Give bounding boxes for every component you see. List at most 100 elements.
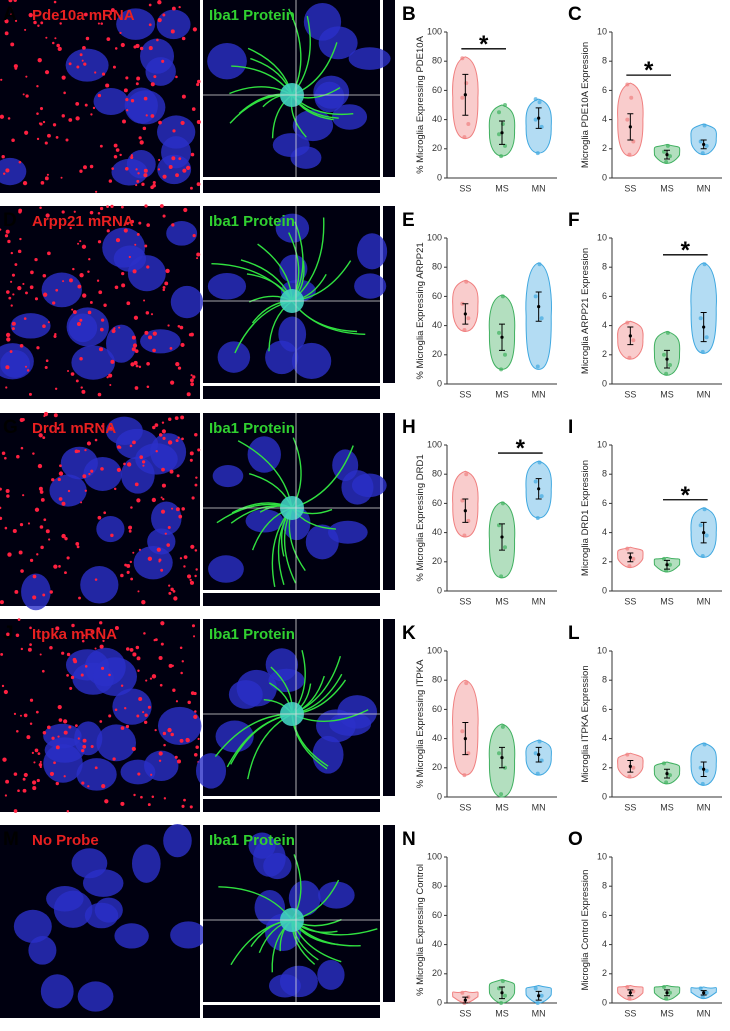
mrna-dot (27, 522, 31, 525)
nucleus (102, 227, 146, 268)
mrna-dot (82, 634, 86, 637)
panel-letter: G (3, 417, 18, 438)
mrna-dot (147, 705, 151, 709)
mrna-dot (135, 364, 139, 368)
nucleus (170, 285, 204, 319)
mrna-dot (14, 66, 18, 70)
mrna-dot (170, 29, 175, 34)
nucleus (207, 42, 247, 80)
y-tick-label: 6 (602, 85, 607, 95)
mrna-dot (148, 335, 153, 340)
mrna-dot (99, 144, 103, 148)
data-point (499, 367, 504, 372)
y-tick-label: 0 (602, 378, 607, 388)
y-tick-label: 100 (427, 232, 442, 242)
data-point (702, 123, 707, 128)
mrna-dot (154, 728, 157, 732)
mrna-dot (81, 244, 87, 249)
mrna-dot (125, 647, 130, 651)
x-tick-label: MS (495, 389, 509, 399)
mrna-dot (46, 173, 49, 176)
mrna-dot (94, 438, 98, 442)
image-bottom (203, 799, 380, 812)
y-tick-label: 0 (437, 172, 442, 182)
mean-dot (665, 357, 669, 361)
mrna-dot (63, 719, 68, 724)
mrna-dot (182, 168, 187, 173)
mrna-dot (181, 804, 185, 808)
mrna-dot (176, 474, 180, 478)
mrna-dot (22, 180, 28, 186)
mrna-dot (72, 310, 77, 315)
mrna-dot (148, 3, 152, 7)
panel-letter: O (568, 829, 583, 850)
mrna-dot (133, 45, 137, 49)
mrna-dot (11, 138, 15, 143)
mrna-dot (6, 337, 11, 342)
mrna-dot (76, 321, 81, 326)
x-tick-label: SS (624, 1008, 636, 1018)
mrna-dot (81, 749, 85, 753)
mrna-dot (189, 580, 195, 585)
nucleus (327, 520, 368, 544)
mrna-dot (112, 757, 116, 761)
panel-letter: B (402, 4, 416, 25)
y-tick-label: 40 (432, 733, 442, 743)
mrna-dot (83, 12, 88, 17)
y-tick-label: 0 (437, 378, 442, 388)
mrna-dot (125, 167, 129, 171)
mrna-dot (142, 464, 145, 467)
nucleus (195, 753, 227, 789)
mrna-dot (103, 511, 107, 515)
mrna-dot (191, 107, 196, 111)
mrna-dot (29, 558, 34, 563)
y-axis-label: % Microglia Expressing ARPP21 (415, 242, 426, 379)
mrna-dot (125, 76, 129, 80)
mrna-dot (167, 526, 171, 530)
nucleus (0, 157, 27, 186)
x-tick-label: MN (697, 183, 711, 193)
mrna-dot (39, 490, 44, 494)
mrna-dot (178, 514, 183, 519)
mrna-dot (126, 462, 132, 467)
nucleus (157, 706, 202, 746)
data-point (533, 97, 538, 102)
data-point (499, 1001, 504, 1005)
mrna-dot (80, 501, 83, 504)
mrna-dot (139, 140, 144, 145)
data-point (533, 294, 538, 299)
mrna-dot (95, 190, 98, 193)
mrna-dot (7, 239, 11, 244)
data-point (704, 335, 709, 340)
mrna-dot (29, 643, 32, 646)
mrna-dot (162, 731, 167, 736)
panel-letter: J (3, 623, 14, 644)
significance-label: * (644, 57, 654, 84)
mrna-dot (40, 545, 44, 550)
nucleus (96, 515, 125, 543)
mrna-dot (150, 114, 155, 118)
mrna-dot (79, 273, 84, 278)
x-tick-label: MN (697, 389, 711, 399)
micrograph-row: G Drd1 mRNA Iba1 Protein (0, 411, 395, 611)
y-tick-label: 0 (602, 791, 607, 801)
mrna-dot (6, 494, 10, 498)
mrna-dot (48, 538, 51, 541)
mean-dot (702, 991, 706, 995)
mrna-dot (45, 529, 50, 534)
nucleus (315, 709, 356, 743)
mrna-dot (9, 13, 13, 17)
mrna-dot (24, 365, 28, 368)
mrna-dot (39, 107, 44, 111)
mrna-dot (52, 123, 57, 127)
x-tick-label: SS (624, 802, 636, 812)
x-tick-label: MN (532, 389, 546, 399)
mrna-dot (45, 36, 48, 39)
y-tick-label: 6 (602, 498, 607, 508)
mrna-dot (152, 425, 156, 430)
mrna-dot (160, 568, 164, 572)
mrna-dot (108, 373, 113, 378)
nucleus (121, 456, 155, 494)
y-tick-label: 10 (597, 645, 607, 655)
mrna-dot (84, 449, 87, 452)
